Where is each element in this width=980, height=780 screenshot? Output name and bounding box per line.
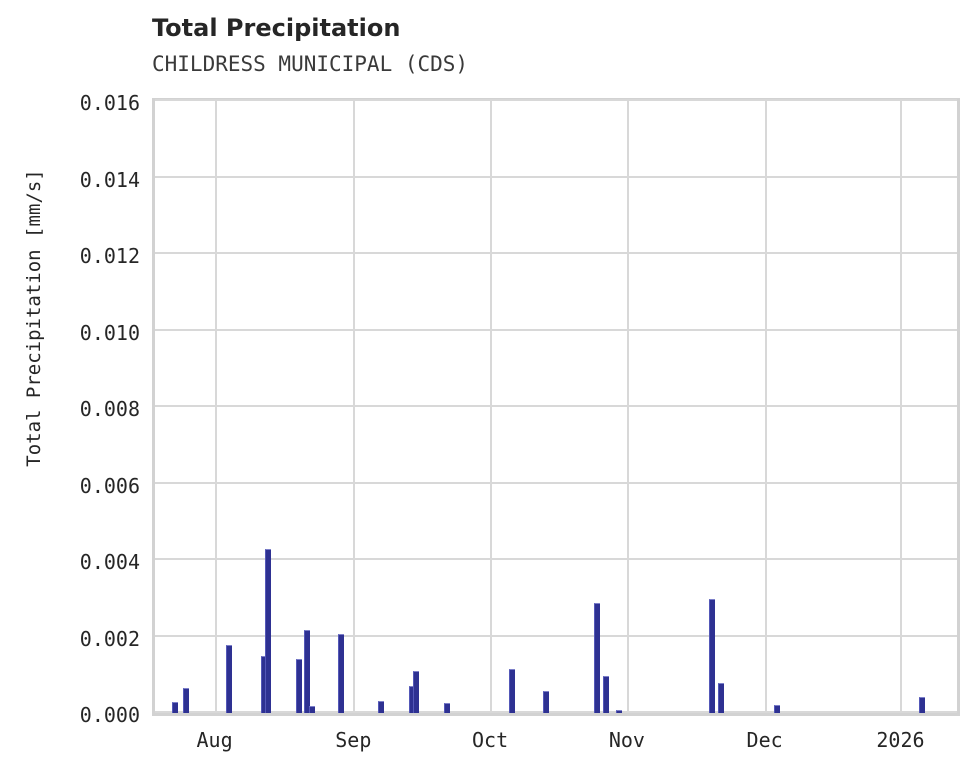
gridline-horizontal <box>155 328 957 331</box>
chart-subtitle: CHILDRESS MUNICIPAL (CDS) <box>152 52 469 76</box>
gridline-horizontal <box>155 252 957 254</box>
chart-title: Total Precipitation <box>152 14 401 42</box>
bar <box>443 703 450 713</box>
y-tick-label: 0.012 <box>79 244 140 268</box>
y-tick-label: 0.002 <box>79 626 140 651</box>
bar <box>412 670 419 713</box>
bar <box>295 659 302 713</box>
bar <box>508 669 515 713</box>
gridline-vertical <box>490 101 493 713</box>
y-axis-tick-labels: 0.000 0.002 0.004 0.006 0.008 0.010 0.012 0.014… <box>12 91 140 727</box>
x-tick-label: Dec <box>746 728 783 752</box>
bar <box>615 709 622 713</box>
y-tick-label: 0.004 <box>79 550 140 574</box>
bar <box>182 688 189 713</box>
bar <box>265 549 272 713</box>
gridline-horizontal <box>155 634 957 637</box>
y-tick-label: 0.010 <box>79 320 140 345</box>
y-tick-label: 0.006 <box>79 473 140 498</box>
gridline-horizontal <box>155 405 957 407</box>
bar <box>709 599 716 713</box>
bar <box>225 644 232 713</box>
x-axis-tick-labels: Aug Sep Oct Nov Dec 2026 <box>152 728 960 760</box>
y-tick-label: 0.014 <box>79 167 140 192</box>
bar <box>261 656 268 713</box>
bar <box>919 696 926 713</box>
gridline-vertical <box>214 101 217 713</box>
gridline-horizontal <box>155 99 957 101</box>
x-tick-label: Oct <box>472 728 509 752</box>
y-tick-label: 0.016 <box>79 91 140 115</box>
bar <box>408 686 415 713</box>
gridline-horizontal <box>155 175 957 178</box>
gridline-vertical <box>353 101 356 713</box>
bar <box>773 704 780 713</box>
bar <box>543 691 550 713</box>
gridline-vertical <box>900 101 903 713</box>
bar <box>308 706 315 713</box>
y-tick-label: 0.008 <box>79 397 140 421</box>
y-tick-label: 0.000 <box>79 703 140 727</box>
gridline-horizontal <box>155 711 957 713</box>
bar <box>594 602 600 713</box>
bar <box>338 634 345 713</box>
plot-inner <box>155 99 957 713</box>
bar <box>718 683 724 713</box>
bar <box>171 701 178 713</box>
plot-area <box>152 98 960 716</box>
gridline-vertical <box>764 101 767 713</box>
x-tick-label: 2026 <box>876 728 925 752</box>
gridline-horizontal <box>155 481 957 484</box>
bar <box>602 675 609 713</box>
bar <box>303 629 310 713</box>
x-tick-label: Sep <box>335 728 372 752</box>
gridline-horizontal <box>155 558 957 560</box>
x-tick-label: Nov <box>608 728 645 752</box>
x-tick-label: Aug <box>196 728 233 752</box>
bar <box>378 700 385 713</box>
gridline-vertical <box>626 101 629 713</box>
